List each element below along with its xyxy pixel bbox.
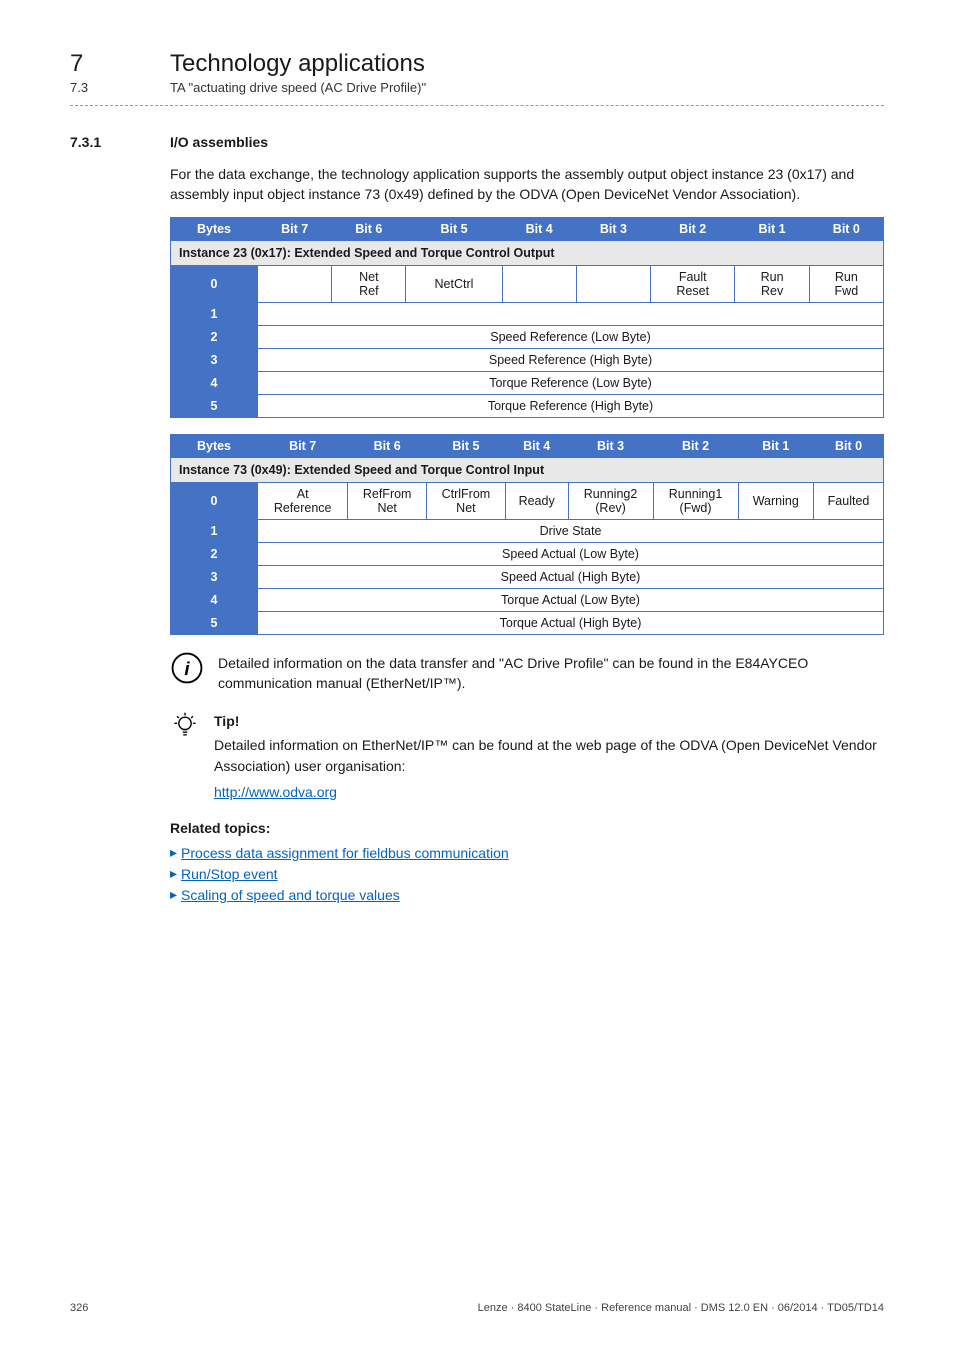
table-73-r0-b6: RefFrom Net (348, 482, 427, 519)
table-73-r1: Drive State (258, 519, 884, 542)
table-73-head-bytes: Bytes (171, 434, 258, 457)
subsection-number: 7.3 (70, 80, 170, 95)
table-23-r0-bytes: 0 (171, 265, 258, 302)
table-23-head-bit7: Bit 7 (258, 217, 332, 240)
table-row: 0 At Reference RefFrom Net CtrlFrom Net … (171, 482, 884, 519)
table-73-head-bit1: Bit 1 (738, 434, 814, 457)
table-23-head-bit2: Bit 2 (650, 217, 735, 240)
table-73-r4: Torque Actual (Low Byte) (258, 588, 884, 611)
table-23-r0-b2: Fault Reset (650, 265, 735, 302)
table-23-r0-b4 (502, 265, 576, 302)
table-row: 5Torque Reference (High Byte) (171, 394, 884, 417)
table-row: 1Drive State (171, 519, 884, 542)
table-73-r0-b4: Ready (505, 482, 568, 519)
table-73-head-bit5: Bit 5 (427, 434, 506, 457)
tip-label: Tip! (214, 711, 884, 731)
table-73-r0-b5: CtrlFrom Net (427, 482, 506, 519)
table-23-r3: Speed Reference (High Byte) (258, 348, 884, 371)
table-23-r0-b5: NetCtrl (406, 265, 502, 302)
table-row: 2Speed Actual (Low Byte) (171, 542, 884, 565)
table-23-head-bit6: Bit 6 (332, 217, 406, 240)
table-23-r4: Torque Reference (Low Byte) (258, 371, 884, 394)
table-row: 1 (171, 302, 884, 325)
related-topics-title: Related topics: (170, 820, 884, 836)
table-73-head-bit6: Bit 6 (348, 434, 427, 457)
table-73-r0-b0: Faulted (814, 482, 884, 519)
table-73-r0-bytes: 0 (171, 482, 258, 519)
info-note-text: Detailed information on the data transfe… (218, 651, 884, 694)
table-23-head-bit5: Bit 5 (406, 217, 502, 240)
subsection-title: TA "actuating drive speed (AC Drive Prof… (170, 80, 426, 95)
table-23-r0-b0: Run Fwd (809, 265, 883, 302)
chapter-number: 7 (70, 50, 170, 78)
table-23-r2: Speed Reference (Low Byte) (258, 325, 884, 348)
table-row: 4Torque Actual (Low Byte) (171, 588, 884, 611)
table-23-title: Instance 23 (0x17): Extended Speed and T… (171, 240, 884, 265)
section-number: 7.3.1 (70, 134, 170, 150)
table-23-r1 (258, 302, 884, 325)
divider (70, 105, 884, 106)
tip-link[interactable]: http://www.odva.org (214, 784, 337, 800)
tip-body: Detailed information on EtherNet/IP™ can… (214, 735, 884, 776)
arrow-icon: ▸ (170, 886, 177, 903)
info-icon: i (170, 651, 204, 685)
table-73-head-bit0: Bit 0 (814, 434, 884, 457)
section-title: I/O assemblies (170, 134, 268, 150)
table-instance-23: Instance 23 (0x17): Extended Speed and T… (170, 217, 884, 418)
table-73-r0-b7: At Reference (258, 482, 348, 519)
table-row: 2Speed Reference (Low Byte) (171, 325, 884, 348)
table-73-r3: Speed Actual (High Byte) (258, 565, 884, 588)
table-23-head-bit3: Bit 3 (576, 217, 650, 240)
table-23-head-bit1: Bit 1 (735, 217, 809, 240)
table-23-r0-b3 (576, 265, 650, 302)
arrow-icon: ▸ (170, 844, 177, 861)
table-73-head-bit7: Bit 7 (258, 434, 348, 457)
table-23-r0-b6: Net Ref (332, 265, 406, 302)
table-73-header-row: Bytes Bit 7 Bit 6 Bit 5 Bit 4 Bit 3 Bit … (171, 434, 884, 457)
table-73-title: Instance 73 (0x49): Extended Speed and T… (171, 457, 884, 482)
table-row: 0 Net Ref NetCtrl Fault Reset Run Rev Ru… (171, 265, 884, 302)
related-link-2[interactable]: Scaling of speed and torque values (181, 887, 400, 903)
table-23-r0-b7 (258, 265, 332, 302)
table-row: 4Torque Reference (Low Byte) (171, 371, 884, 394)
table-23-head-bit4: Bit 4 (502, 217, 576, 240)
table-73-r0-b2: Running1 (Fwd) (653, 482, 738, 519)
table-row: 5Torque Actual (High Byte) (171, 611, 884, 634)
svg-text:i: i (184, 657, 190, 678)
table-23-r0-b1: Run Rev (735, 265, 809, 302)
table-instance-73: Instance 73 (0x49): Extended Speed and T… (170, 434, 884, 635)
footer-doc-info: Lenze · 8400 StateLine · Reference manua… (478, 1302, 884, 1314)
table-73-r5: Torque Actual (High Byte) (258, 611, 884, 634)
table-23-header-row: Bytes Bit 7 Bit 6 Bit 5 Bit 4 Bit 3 Bit … (171, 217, 884, 240)
chapter-title: Technology applications (170, 50, 425, 78)
page-number: 326 (70, 1302, 88, 1314)
table-73-r0-b3: Running2 (Rev) (568, 482, 653, 519)
table-73-head-bit2: Bit 2 (653, 434, 738, 457)
table-73-head-bit4: Bit 4 (505, 434, 568, 457)
table-row: 3Speed Actual (High Byte) (171, 565, 884, 588)
related-link-0[interactable]: Process data assignment for fieldbus com… (181, 845, 509, 861)
arrow-icon: ▸ (170, 865, 177, 882)
intro-paragraph: For the data exchange, the technology ap… (170, 164, 884, 205)
table-73-r0-b1: Warning (738, 482, 814, 519)
table-23-head-bit0: Bit 0 (809, 217, 883, 240)
related-link-1[interactable]: Run/Stop event (181, 866, 278, 882)
table-23-r5: Torque Reference (High Byte) (258, 394, 884, 417)
table-23-head-bytes: Bytes (171, 217, 258, 240)
table-73-head-bit3: Bit 3 (568, 434, 653, 457)
table-row: 3Speed Reference (High Byte) (171, 348, 884, 371)
tip-icon (170, 711, 200, 741)
table-73-r2: Speed Actual (Low Byte) (258, 542, 884, 565)
